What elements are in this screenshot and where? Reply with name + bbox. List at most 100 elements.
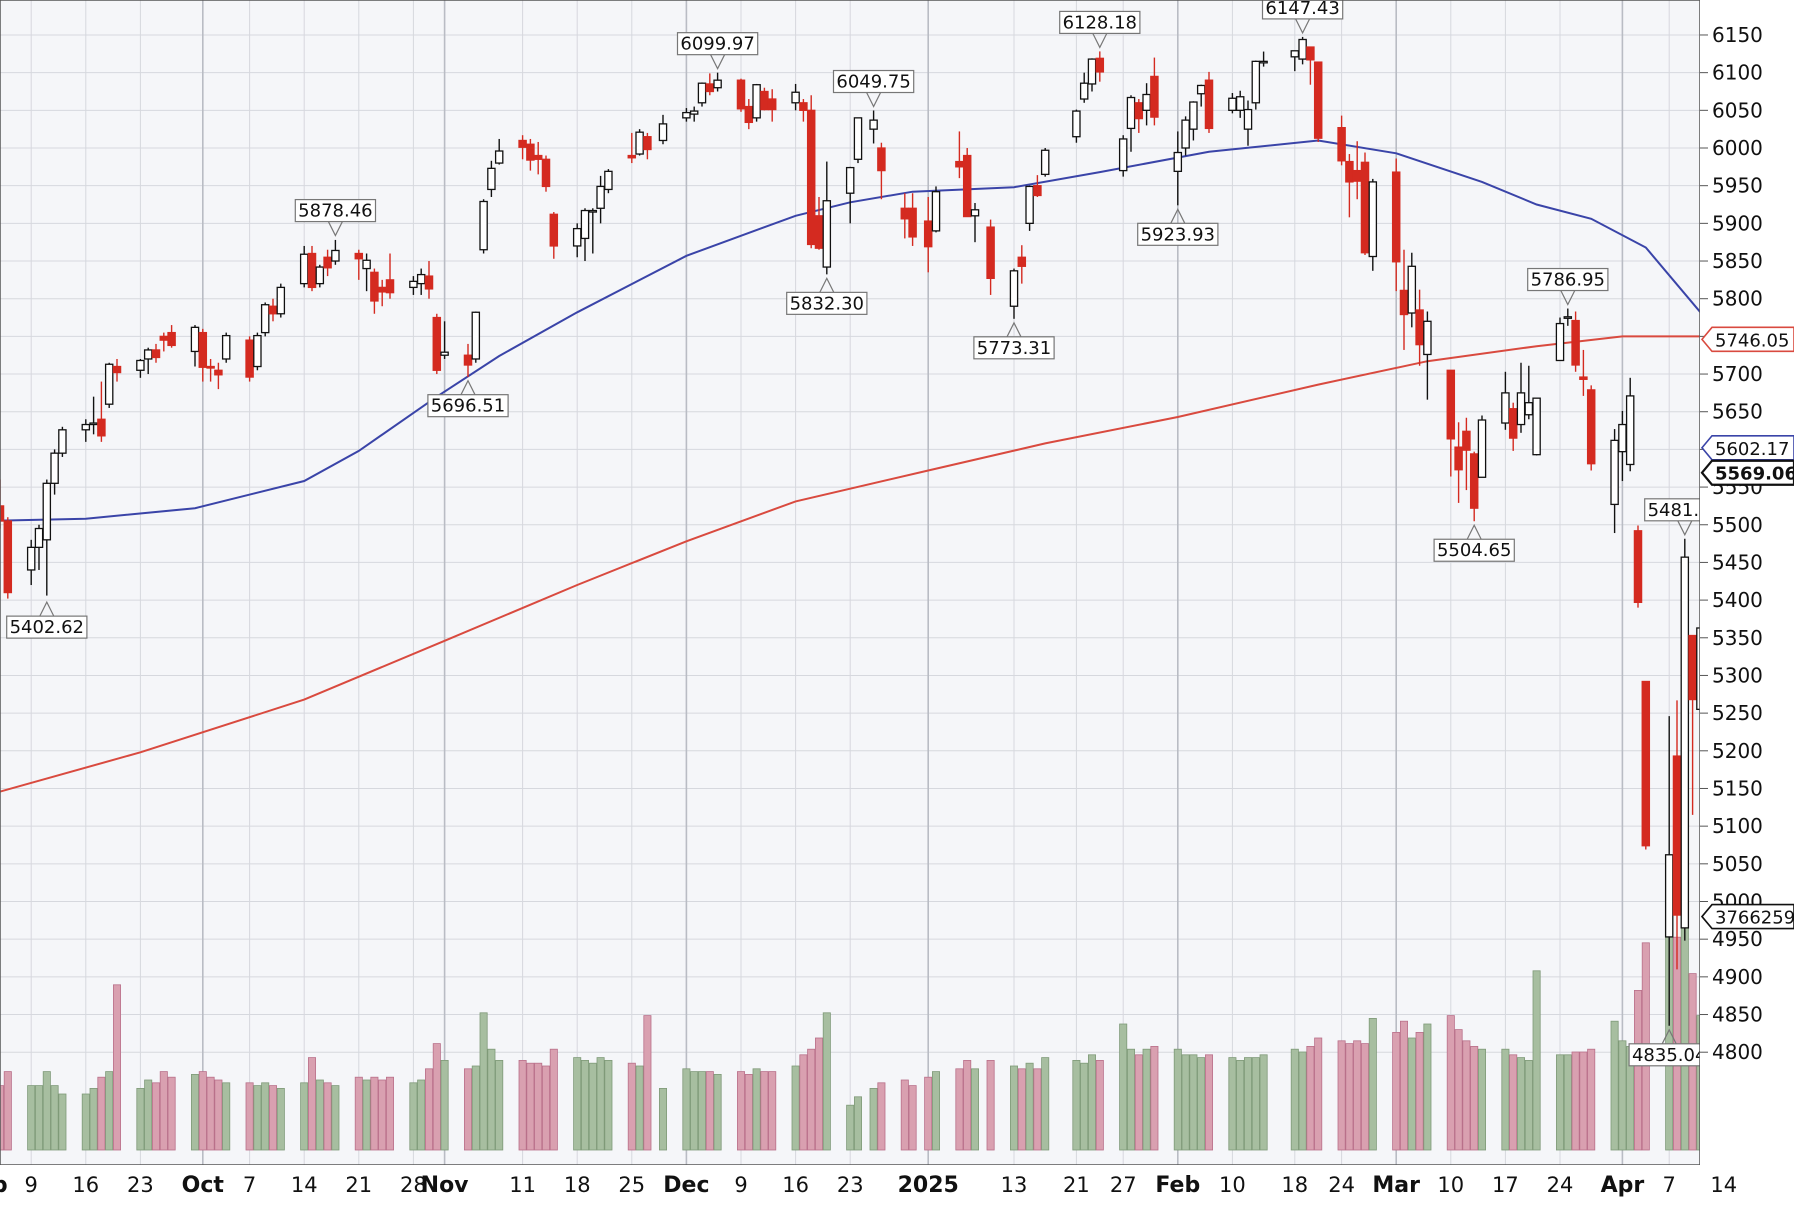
value-tag-box [1700, 434, 1794, 461]
candle-body [806, 109, 816, 246]
candle-body [81, 423, 91, 431]
candle-body [1641, 680, 1651, 847]
volume-bar [206, 1076, 215, 1151]
candle-body [221, 334, 231, 360]
volume-bar [1532, 970, 1541, 1151]
candle-body [822, 200, 832, 268]
candle-body [307, 252, 317, 289]
volume-bar [1680, 911, 1689, 1151]
x-tick-label: 28 [400, 1173, 427, 1197]
y-tick-label: 5350 [1712, 626, 1763, 650]
volume-bar [222, 1082, 231, 1151]
callout-label: 5696.51 [431, 396, 505, 417]
candle-body [299, 253, 309, 285]
callout-box [832, 69, 915, 94]
volume-bar [799, 1054, 808, 1151]
value-tag-box [1700, 903, 1794, 930]
candle-body [198, 331, 208, 368]
x-tick-label: 21 [1063, 1173, 1090, 1197]
candle-body [1072, 110, 1081, 138]
x-tick-label: 18 [1281, 1173, 1308, 1197]
candle-body [1423, 320, 1432, 356]
x-tick-label: 17 [1492, 1173, 1519, 1197]
y-tick-label: 4950 [1712, 927, 1763, 951]
candle-body [370, 271, 379, 302]
volume-bar [268, 1085, 277, 1151]
candle-body [1079, 82, 1089, 100]
volume-bar [27, 1085, 36, 1151]
x-tick-label: 27 [1110, 1173, 1137, 1197]
volume-bar [370, 1076, 379, 1151]
volume-bar [1228, 1057, 1237, 1151]
callout-label: 6049.75 [836, 72, 910, 93]
callout-box [676, 32, 759, 56]
candle-body [440, 351, 449, 356]
volume-bar [1197, 1057, 1206, 1151]
candle-body [697, 82, 707, 104]
candle-body [752, 84, 761, 119]
callout-label: 5832.30 [790, 293, 864, 314]
volume-bar [1470, 1046, 1479, 1151]
candle-body [1313, 61, 1323, 139]
candle-body [1345, 160, 1354, 183]
callout-label: 4835.04 [1632, 1045, 1706, 1066]
x-axis-panel [0, 1165, 1700, 1200]
candle-body [385, 279, 395, 294]
volume-bar [932, 1071, 941, 1151]
volume-bar [1033, 1068, 1042, 1151]
x-tick-label: 9 [25, 1173, 38, 1197]
candle-body [159, 335, 169, 341]
candle-body [206, 365, 215, 369]
candle-body [331, 249, 340, 262]
x-tick-label: 21 [345, 1173, 372, 1197]
volume-bar [151, 1082, 160, 1151]
volume-bar [385, 1076, 394, 1151]
candle-body [416, 273, 426, 285]
candle-body [1633, 530, 1643, 604]
x-tick-label: 25 [618, 1173, 645, 1197]
volume-bar [144, 1079, 153, 1151]
candle-body [377, 286, 387, 293]
volume-bar [1556, 1054, 1565, 1151]
callout-label: 5402.62 [10, 617, 84, 638]
volume-bar [136, 1088, 145, 1151]
candle-body [1298, 38, 1307, 60]
volume-bar [1119, 1023, 1128, 1151]
candle-body [1251, 60, 1261, 104]
candle-body [541, 158, 551, 188]
candle-body [1586, 389, 1596, 465]
volume-bar [1345, 1043, 1354, 1151]
volume-bar [963, 1060, 972, 1151]
candle-body [1290, 50, 1300, 58]
callout-pointer [866, 92, 882, 108]
candle-body [1360, 161, 1370, 254]
volume-bar [698, 1071, 707, 1151]
candle-body [1040, 149, 1050, 176]
volume-bar [323, 1082, 332, 1151]
volume-bar [1290, 1048, 1299, 1151]
volume-bar [1392, 1032, 1401, 1151]
candle-body [479, 200, 488, 251]
candle-body [1243, 108, 1253, 130]
candle-body [323, 256, 332, 269]
callout-pointer [1295, 18, 1311, 35]
volume-bar [1610, 1020, 1619, 1151]
volume-bar [1244, 1057, 1253, 1151]
volume-bar [1563, 1054, 1572, 1151]
callout-pointer [819, 277, 835, 293]
candle-body [1235, 96, 1245, 111]
y-tick-label: 5050 [1712, 852, 1763, 876]
volume-bar [1181, 1054, 1190, 1151]
x-tick-label: 24 [1547, 1173, 1574, 1197]
volume-bar [1634, 990, 1643, 1151]
x-tick-label: 7 [243, 1173, 256, 1197]
candle-body [409, 280, 418, 289]
volume-bar [1251, 1057, 1260, 1151]
candle-body [1610, 439, 1619, 506]
candle-body [760, 90, 769, 111]
value-tag-label: 5602.17 [1715, 439, 1789, 460]
volume-bar [971, 1068, 980, 1151]
y-tick-label: 5200 [1712, 739, 1763, 763]
candle-body [362, 259, 371, 270]
